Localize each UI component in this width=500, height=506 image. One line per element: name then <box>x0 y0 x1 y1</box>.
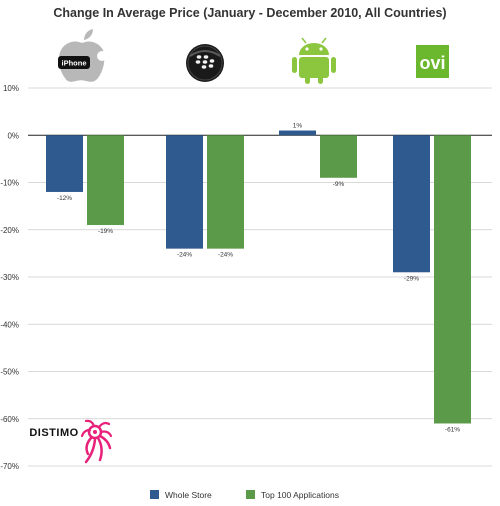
y-tick-label: 0% <box>7 131 19 140</box>
y-tick-label: -20% <box>0 226 19 235</box>
android-robot-icon <box>292 37 336 84</box>
bar-ovi-top-100 <box>434 135 471 424</box>
bar-ovi-whole-store <box>393 135 430 273</box>
iphone-logo-text: iPhone <box>61 59 86 68</box>
chart-title: Change In Average Price (January - Decem… <box>53 6 446 20</box>
data-label: -61% <box>445 426 460 433</box>
bar-iphone-top-100 <box>87 135 124 226</box>
legend: Whole Store Top 100 Applications <box>150 490 339 500</box>
distimo-octopus-icon <box>80 419 113 464</box>
ovi-logo-text: ovi <box>419 53 445 73</box>
data-label: -29% <box>404 275 419 282</box>
bar-android-whole-store <box>279 130 316 136</box>
data-label: -19% <box>98 228 113 235</box>
data-label: -24% <box>218 252 233 259</box>
y-tick-label: -30% <box>0 273 19 282</box>
ovi-icon: ovi <box>416 45 449 78</box>
y-tick-label: -10% <box>0 179 19 188</box>
y-tick-label: -40% <box>0 320 19 329</box>
y-tick-label: -60% <box>0 415 19 424</box>
data-label: -9% <box>333 181 345 188</box>
y-tick-label: -70% <box>0 462 19 471</box>
bar-blackberry-top-100 <box>207 135 244 249</box>
data-label: 1% <box>293 123 303 130</box>
data-labels: -12% -19% -24% -24% 1% -9% -29% -61% <box>57 123 460 434</box>
legend-swatch <box>246 490 255 499</box>
legend-label: Top 100 Applications <box>261 490 339 500</box>
blackberry-icon <box>186 44 224 82</box>
data-label: -24% <box>177 252 192 259</box>
distimo-logo-text: DISTIMO <box>29 427 78 439</box>
bar-blackberry-whole-store <box>166 135 203 249</box>
iphone-logo: iPhone <box>58 29 107 82</box>
y-tick-label: -50% <box>0 368 19 377</box>
bar-android-top-100 <box>320 135 357 178</box>
iphone-badge <box>58 56 90 69</box>
y-axis-ticks: 10% 0% -10% -20% -30% -40% -50% -60% -70% <box>0 84 19 471</box>
distimo-logo: DISTIMO <box>29 419 113 464</box>
bars <box>46 130 471 424</box>
legend-label: Whole Store <box>165 490 212 500</box>
data-label: -12% <box>57 195 72 202</box>
legend-swatch <box>150 490 159 499</box>
apple-icon <box>58 29 107 82</box>
y-tick-label: 10% <box>3 84 19 93</box>
bar-iphone-whole-store <box>46 135 83 192</box>
